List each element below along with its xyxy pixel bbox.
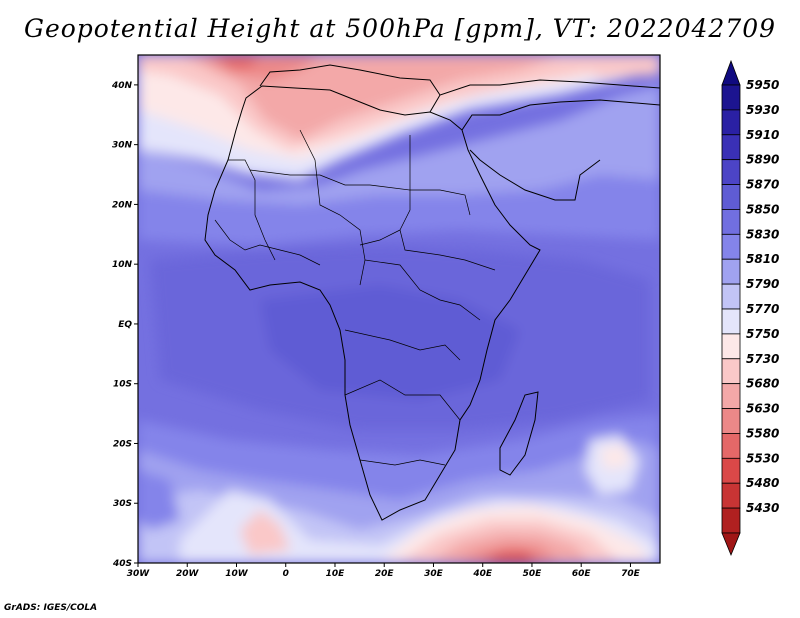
colorbar-swatch (721, 358, 741, 385)
map-frame (137, 54, 661, 564)
lon-tick-label: 40E (472, 569, 493, 579)
lon-tick-label: 20E (375, 569, 395, 579)
colorbar-swatch (721, 84, 741, 111)
colorbar-swatch (721, 184, 741, 210)
lat-tick-label: 40N (111, 81, 133, 91)
colorbar-swatch (721, 482, 741, 509)
lat-tick-label: 30S (113, 499, 132, 509)
colorbar-label: 5890 (746, 153, 779, 167)
colorbar-swatch (721, 333, 741, 360)
lon-tick-label: 20W (176, 569, 200, 579)
colorbar-label: 5730 (746, 352, 779, 366)
colorbar-swatch (721, 507, 741, 534)
height-field (138, 55, 660, 563)
colorbar-label: 5870 (746, 178, 779, 192)
colorbar-swatch (721, 283, 741, 310)
colorbar-label: 5750 (746, 327, 779, 341)
colorbar-label: 5770 (746, 302, 779, 316)
colorbar-swatch (721, 383, 741, 409)
lon-tick-label: 30E (424, 569, 444, 579)
lon-tick-label: 70E (621, 569, 641, 579)
latitude-axis: 40N 30N 20N 10N EQ 10S 20S 30S 40S (111, 81, 138, 569)
colorbar-label: 5930 (746, 103, 779, 117)
lon-tick-label: 0 (283, 569, 289, 579)
colorbar-swatch (721, 408, 741, 434)
lon-tick-label: 30W (127, 569, 151, 579)
colorbar-swatch (721, 233, 741, 260)
colorbar-label: 5580 (746, 426, 779, 440)
lon-tick-label: 10E (326, 569, 346, 579)
colorbar-swatch (721, 134, 741, 161)
lat-tick-label: 30N (112, 141, 133, 151)
colorbar-bottom-arrow (721, 532, 741, 557)
colorbar-label: 5830 (746, 227, 779, 241)
colorbar-swatch (721, 109, 741, 136)
colorbar: 5950 5930 5910 5890 5870 5850 5830 5810 5790 5770… (721, 59, 779, 557)
lat-tick-label: EQ (118, 320, 132, 330)
colorbar-swatch (721, 457, 741, 484)
longitude-axis: 30W 20W 10W 0 10E 20E 30E 40E 50E 60E 70E (127, 563, 641, 579)
colorbar-label: 5910 (746, 128, 779, 142)
colorbar-label: 5850 (746, 202, 779, 216)
coastlines (204, 64, 660, 521)
colorbar-label: 5480 (746, 476, 779, 490)
colorbar-label: 5950 (746, 78, 779, 92)
colorbar-label: 5680 (746, 377, 779, 391)
lat-tick-label: 40S (112, 559, 132, 569)
lat-tick-label: 20N (112, 200, 133, 210)
colorbar-swatch (721, 433, 741, 459)
colorbar-label: 5810 (746, 252, 779, 266)
lat-tick-label: 20S (113, 439, 132, 449)
lon-tick-label: 50E (523, 569, 543, 579)
colorbar-label: 5790 (746, 277, 779, 291)
country-borders (214, 129, 496, 466)
footer-credit: GrADS: IGES/COLA (4, 603, 98, 613)
page-title: Geopotential Height at 500hPa [gpm], VT:… (23, 14, 777, 43)
colorbar-swatch (721, 209, 741, 235)
colorbar-top-arrow (721, 59, 741, 86)
lon-tick-label: 60E (572, 569, 592, 579)
colorbar-label: 5530 (746, 451, 779, 465)
lat-tick-label: 10S (113, 380, 132, 390)
lat-tick-label: 10N (112, 260, 133, 270)
lon-tick-label: 10W (225, 569, 249, 579)
colorbar-swatch (721, 308, 741, 335)
colorbar-swatch (721, 258, 741, 285)
colorbar-label: 5630 (746, 402, 779, 416)
colorbar-label: 5430 (746, 501, 779, 515)
colorbar-swatch (721, 159, 741, 185)
